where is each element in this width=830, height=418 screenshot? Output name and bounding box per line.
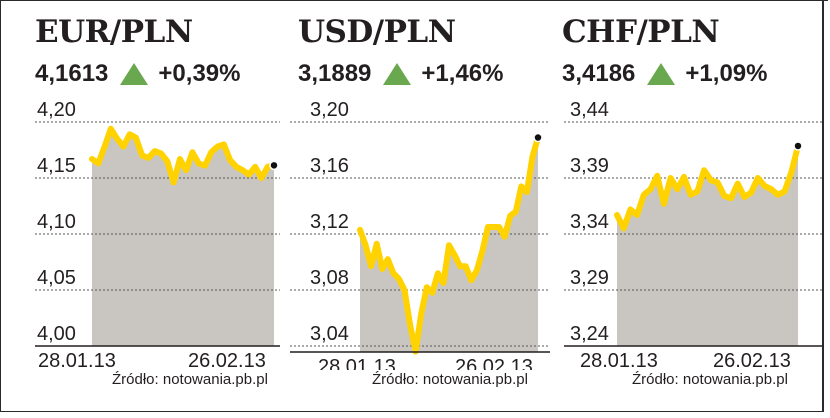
rate-change: +0,39% (158, 60, 241, 87)
rate-value: 4,1613 (35, 60, 109, 87)
y-tick-label: 3,16 (310, 155, 349, 177)
y-tick-label: 3,08 (310, 267, 349, 289)
rate-change: +1,09% (685, 60, 768, 87)
eur-pln-panel: EUR/PLN 4,1613 +0,39% 4,20 4,15 4,10 4,05 4,… (0, 0, 280, 418)
rate-quote: 3,1889 +1,46% (298, 60, 503, 88)
panel-title: CHF/PLN (562, 14, 720, 50)
last-point-marker (533, 132, 543, 143)
x-tick-label: 28.01.13 (38, 350, 116, 370)
x-tick-label: 26.02.13 (713, 350, 791, 370)
x-tick-label: 28.01.13 (580, 350, 658, 370)
series-line (614, 143, 801, 232)
frame-right (822, 0, 824, 412)
rate-quote: 4,1613 +0,39% (35, 60, 240, 88)
chf-pln-chart: 3,44 3,39 3,34 3,29 3,24 28.01.13 26.02.13 (564, 99, 822, 370)
up-triangle-icon (383, 63, 412, 85)
y-tick-label: 3,12 (310, 211, 349, 233)
y-tick-label: 3,34 (570, 211, 609, 233)
eur-pln-chart: 4,20 4,15 4,10 4,05 4,00 28.01.13 26.02.13 (35, 99, 280, 370)
chf-pln-panel: CHF/PLN 3,4186 +1,09% 3,44 3,39 3,34 3,29 3,… (550, 0, 822, 418)
source-note: Źródło: notowania.pb.pl (632, 371, 788, 388)
up-triangle-icon (647, 63, 676, 85)
usd-pln-chart: 3,20 3,16 3,12 3,08 3,04 28.01.13 26.02.13 (290, 99, 550, 370)
frame-bottom (0, 411, 822, 412)
chart-area (617, 146, 798, 346)
panel-title: EUR/PLN (35, 14, 193, 50)
source-note: Źródło: notowania.pb.pl (372, 371, 528, 388)
y-tick-label: 3,24 (570, 323, 609, 345)
x-tick-label: 26.02.13 (455, 356, 533, 370)
rate-change: +1,46% (421, 60, 504, 87)
rate-quote: 3,4186 +1,09% (562, 60, 767, 88)
usd-pln-panel: USD/PLN 3,1889 +1,46% 3,20 3,16 3,12 3,08 3,… (280, 0, 550, 418)
x-tick-label: 26.02.13 (188, 350, 266, 370)
up-triangle-icon (120, 63, 149, 85)
chart-area (92, 128, 274, 346)
y-tick-label: 4,10 (37, 211, 76, 233)
last-point-marker (269, 160, 279, 171)
y-tick-label: 3,44 (570, 99, 609, 121)
y-tick-label: 3,20 (310, 99, 349, 121)
rate-value: 3,4186 (562, 60, 636, 87)
y-tick-label: 4,00 (37, 323, 76, 345)
rate-value: 3,1889 (298, 60, 372, 87)
source-note: Źródło: notowania.pb.pl (112, 371, 268, 388)
y-tick-label: 4,20 (37, 99, 76, 121)
panel-title: USD/PLN (298, 14, 456, 50)
frame-top (0, 0, 828, 1)
y-tick-label: 3,39 (570, 155, 609, 177)
frame-left (0, 0, 1, 412)
series-line (357, 134, 541, 355)
series-line (89, 125, 277, 186)
y-tick-label: 3,29 (570, 267, 609, 289)
last-point-marker (793, 141, 803, 151)
y-tick-label: 4,15 (37, 155, 76, 177)
y-tick-label: 3,04 (310, 323, 349, 345)
x-tick-label: 28.01.13 (318, 356, 396, 370)
y-tick-label: 4,05 (37, 267, 76, 289)
